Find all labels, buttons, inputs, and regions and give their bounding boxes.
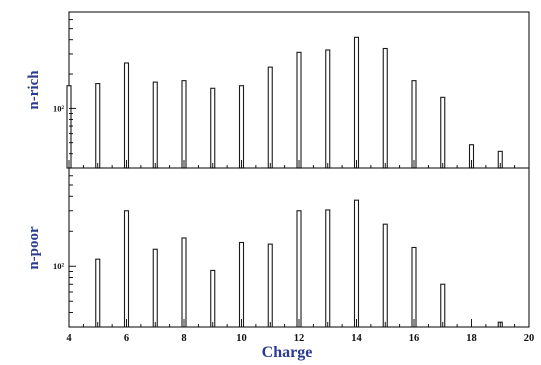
x-tick-label-16: 16 (409, 333, 420, 344)
x-tick-label-14: 14 (351, 333, 362, 344)
y-tick-label: 10² (53, 103, 65, 113)
bar-charge-10 (238, 85, 245, 169)
x-tick-label-6: 6 (124, 333, 129, 344)
bar-charge-5 (95, 258, 101, 328)
bar-charge-8 (181, 80, 187, 169)
y-ticks-n-poor: 10² (53, 167, 530, 328)
bar-charge-6 (123, 210, 130, 328)
x-axis: 4 6 8 10 12 14 16 18 20 (66, 333, 534, 344)
x-tick-label-10: 10 (236, 333, 247, 344)
bar-charge-14 (353, 199, 360, 328)
bar-charge-13 (325, 209, 331, 328)
bar-charge-15 (382, 47, 388, 169)
bar-charge-15 (382, 223, 388, 328)
x-axis-title: Charge (262, 344, 313, 361)
bar-charge-6 (123, 62, 130, 169)
x-tick-label-20: 20 (524, 333, 535, 344)
panel-n-poor: 10² n-poor (26, 167, 530, 328)
bar-charge-7 (152, 248, 158, 328)
bar-charge-14 (353, 36, 360, 169)
bar-charge-17 (440, 283, 446, 328)
bars-n-rich (66, 36, 503, 169)
y-axis-title-n-poor: n-poor (26, 226, 42, 270)
y-tick-label: 10² (53, 261, 65, 271)
bar-charge-8 (181, 237, 187, 328)
bars-n-poor (95, 199, 503, 328)
bar-charge-11 (267, 66, 273, 169)
bar-charge-4 (66, 85, 72, 169)
y-axis-title-n-rich: n-rich (26, 70, 42, 110)
panel-n-rich: 10² n-rich (26, 11, 530, 169)
bar-charge-12 (296, 51, 302, 169)
bar-charge-16 (411, 246, 417, 328)
x-tick-label-4: 4 (66, 333, 72, 344)
x-tick-label-18: 18 (466, 333, 477, 344)
x-tick-label-8: 8 (181, 333, 186, 344)
bar-charge-12 (296, 210, 302, 328)
bar-charge-13 (325, 49, 331, 169)
bar-charge-10 (238, 241, 245, 328)
bar-charge-5 (95, 83, 101, 169)
bar-charge-7 (152, 81, 158, 169)
bar-charge-9 (210, 87, 216, 169)
bar-charge-11 (267, 243, 273, 328)
bar-charge-17 (440, 96, 446, 169)
x-tick-label-12: 12 (294, 333, 305, 344)
bar-charge-16 (411, 80, 417, 169)
bar-charge-9 (210, 269, 216, 328)
